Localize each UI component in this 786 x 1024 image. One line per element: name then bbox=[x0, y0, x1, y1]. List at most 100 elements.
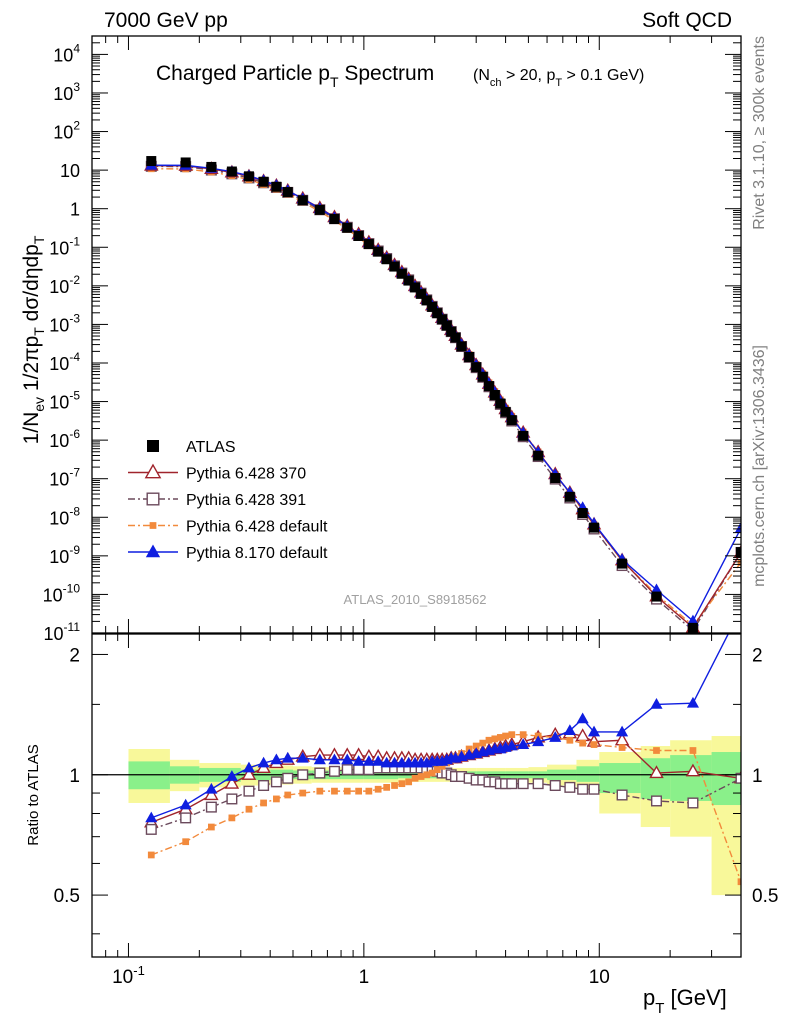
atlas-data-point bbox=[450, 332, 461, 343]
ratio-point-pdef bbox=[491, 735, 499, 743]
ratio-point-p391 bbox=[588, 783, 600, 795]
atlas-data-point bbox=[416, 288, 427, 299]
ratio-point-p391 bbox=[314, 767, 326, 779]
ratio-point-pdef bbox=[411, 774, 419, 782]
atlas-data-point bbox=[180, 157, 191, 168]
legend-item-atlas: ATLAS bbox=[147, 439, 236, 456]
atlas-data-point bbox=[243, 171, 254, 182]
atlas-data-point bbox=[258, 176, 269, 187]
atlas-data-point bbox=[410, 282, 421, 293]
ratio-point-p8 bbox=[225, 770, 238, 781]
ratio-point-pdef bbox=[428, 769, 436, 777]
ratio-point-p8 bbox=[532, 735, 545, 747]
ratio-point-pdef bbox=[519, 731, 527, 739]
atlas-data-point bbox=[589, 522, 600, 533]
upper-y-axis-title: 1/Nev 1/2πpT dσ/dηdpT bbox=[20, 235, 47, 444]
ratio-point-pdef bbox=[374, 785, 382, 793]
upper-y-tick-label: 102 bbox=[53, 119, 80, 143]
lower-y-tick-label-right: 2 bbox=[752, 645, 763, 666]
legend-label-p8: Pythia 8.170 default bbox=[186, 545, 328, 562]
ratio-point-p8 bbox=[242, 761, 256, 773]
ratio-point-p391 bbox=[650, 795, 662, 807]
ratio-point-p391 bbox=[226, 793, 238, 805]
mcplots-label: mcplots.cern.ch [arXiv:1306.3436] bbox=[751, 345, 768, 587]
atlas-data-point bbox=[206, 161, 217, 172]
lower-y-tick-label-right: 1 bbox=[752, 766, 763, 787]
ratio-point-p391 bbox=[616, 789, 628, 801]
ratio-point-p391 bbox=[243, 785, 255, 797]
upper-y-tick-label: 10-9 bbox=[49, 543, 80, 567]
ratio-point-p8 bbox=[587, 725, 601, 737]
spectrum-point-p8 bbox=[650, 583, 663, 595]
upper-y-tick-label: 103 bbox=[53, 80, 80, 104]
ratio-point-p8 bbox=[145, 811, 158, 823]
ratio-point-p391 bbox=[270, 776, 282, 788]
process-label: Soft QCD bbox=[642, 9, 732, 32]
upper-y-tick-label: 10-5 bbox=[49, 389, 80, 413]
ratio-point-p370 bbox=[224, 775, 240, 789]
spectrum-point-p8 bbox=[686, 614, 699, 626]
atlas-data-point bbox=[396, 268, 407, 279]
uncertainty-band-inner bbox=[670, 755, 712, 801]
ratio-point-p391 bbox=[532, 778, 544, 790]
ratio-point-pdef bbox=[383, 783, 391, 791]
ratio-point-p370 bbox=[649, 765, 664, 779]
ratio-point-p391 bbox=[205, 801, 217, 813]
ratio-point-p370 bbox=[204, 787, 219, 801]
legend-label-pdef: Pythia 6.428 default bbox=[186, 519, 328, 536]
ratio-point-p8 bbox=[179, 798, 192, 810]
ratio-point-p8 bbox=[205, 782, 218, 794]
upper-y-tick-label: 10-1 bbox=[49, 234, 80, 258]
atlas-data-point bbox=[533, 450, 544, 461]
atlas-data-point bbox=[389, 261, 400, 272]
ratio-point-p391 bbox=[363, 764, 375, 776]
ratio-point-pdef bbox=[689, 747, 697, 754]
ratio-point-pdef bbox=[566, 736, 574, 744]
upper-y-tick-label: 10-7 bbox=[49, 466, 80, 490]
legend-item-p391: Pythia 6.428 391 bbox=[128, 492, 306, 509]
legend-label-p370: Pythia 6.428 370 bbox=[186, 466, 306, 483]
upper-y-tick-label: 10-3 bbox=[49, 311, 80, 335]
atlas-data-point bbox=[421, 295, 432, 306]
ratio-point-pdef bbox=[228, 814, 236, 822]
ratio-point-pdef bbox=[479, 739, 487, 747]
ratio-point-pdef bbox=[433, 766, 441, 774]
ratio-point-p8 bbox=[505, 739, 518, 751]
x-tick-label-0.1: 10-1 bbox=[112, 963, 145, 988]
atlas-data-point bbox=[518, 430, 529, 441]
atlas-data-point bbox=[441, 320, 452, 331]
ratio-point-p391 bbox=[282, 772, 294, 784]
x-tick-label-10: 10 bbox=[589, 967, 610, 988]
ratio-point-pdef bbox=[737, 878, 741, 886]
ratio-point-p391 bbox=[564, 781, 576, 793]
atlas-data-point bbox=[342, 222, 353, 233]
ratio-point-p8 bbox=[362, 755, 375, 766]
ratio-point-pdef bbox=[590, 741, 598, 748]
ratio-point-p8 bbox=[686, 696, 699, 708]
atlas-data-point bbox=[483, 381, 494, 392]
atlas-data-point bbox=[271, 181, 282, 192]
atlas-data-point bbox=[381, 254, 392, 265]
ratio-point-pdef bbox=[207, 823, 215, 831]
ratio-point-p8 bbox=[281, 751, 294, 763]
atlas-data-point bbox=[471, 362, 482, 373]
atlas-data-point bbox=[353, 230, 364, 241]
upper-y-tick-label: 1 bbox=[70, 200, 80, 220]
ratio-point-pdef bbox=[423, 771, 431, 779]
ratio-point-p391 bbox=[577, 783, 589, 795]
lower-ratio-series bbox=[144, 634, 741, 886]
atlas-data-point bbox=[736, 547, 741, 558]
atlas-data-point bbox=[464, 351, 475, 362]
ratio-point-p8 bbox=[313, 753, 326, 765]
ratio-point-p8 bbox=[257, 756, 270, 768]
atlas-data-point bbox=[297, 195, 308, 206]
ratio-point-p391 bbox=[735, 772, 741, 784]
atlas-data-point bbox=[477, 371, 488, 382]
legend-marker-p370 bbox=[144, 463, 162, 479]
upper-y-tick-label: 10-2 bbox=[49, 273, 80, 297]
ratio-point-pdef bbox=[485, 736, 493, 744]
ratio-point-pdef bbox=[398, 780, 406, 788]
ratio-point-p370 bbox=[241, 767, 257, 780]
ratio-point-pdef bbox=[472, 742, 480, 750]
ratio-point-pdef bbox=[508, 731, 516, 739]
